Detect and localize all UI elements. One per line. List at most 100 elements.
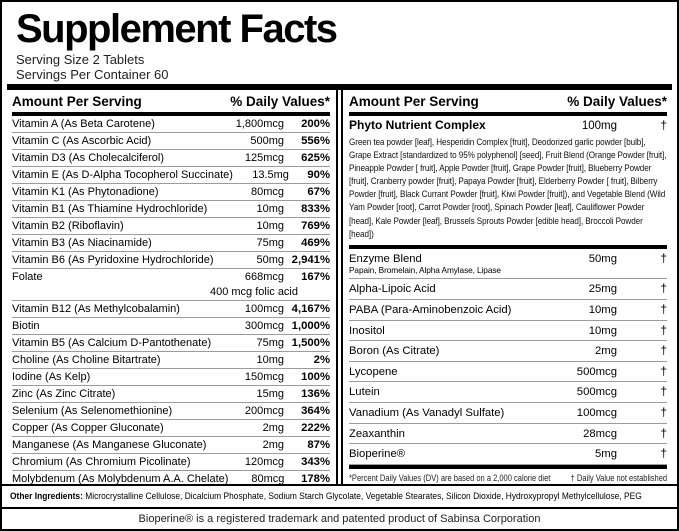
row-label: Vitamin E (As D-Alpha Tocopherol Succina… [12,169,233,181]
table-row-main: Manganese (As Manganese Gluconate) 2mg 87% [12,437,330,453]
row-amount: 200mcg [244,405,284,417]
row-amount: 1,800mcg [235,118,284,130]
left-column-header: Amount Per Serving % Daily Values* [12,93,330,116]
row-label: PABA (Para-Aminobenzoic Acid) [349,303,512,316]
row-daily-value: † [660,343,667,358]
row-label: Vitamin C (As Ascorbic Acid) [12,135,152,147]
table-row-main: Vitamin A (As Beta Carotene) 1,800mcg 200% [12,116,330,132]
row-amount: 15mg [256,388,284,400]
row-ingredients-note: Papain, Bromelain, Alpha Amylase, Lipase [349,265,501,276]
row-label: Vitamin A (As Beta Carotene) [12,118,155,130]
column-divider [336,90,343,484]
row-label: Vitamin B5 (As Calcium D-Pantothenate) [12,337,212,349]
table-row-main: Enzyme Blend Papain, Bromelain, Alpha Amy… [349,249,667,279]
row-amount: 75mg [256,337,284,349]
row-amount: 125mcg [244,152,284,164]
row-label: Folate [12,271,43,283]
table-row-main: Vitamin D3 (As Cholecalciferol) 125mcg 625… [12,150,330,166]
phyto-nutrient-complex-section: Phyto Nutrient Complex 100mg † Green tea… [349,116,667,249]
row-label: Zinc (As Zinc Citrate) [12,388,116,400]
table-row-main: Zeaxanthin 28mcg † [349,424,667,444]
row-daily-value: 1,500% [291,337,330,349]
table-row-main: Vitamin B6 (As Pyridoxine Hydrochloride)… [12,252,330,268]
row-daily-value: 343% [301,456,330,468]
row-amount: 100mcg [244,303,284,315]
row-amount: 10mg [256,354,284,366]
row-label: Zeaxanthin [349,427,405,440]
table-row-main: Molybdenum (As Molybdenum A.A. Chelate) 8… [12,471,330,484]
row-label: Lutein [349,386,380,399]
table-row: Inositol 10mg † [349,321,667,342]
label-header: Supplement Facts Serving Size 2 Tablets … [2,2,677,82]
table-row-main: Choline (As Choline Bitartrate) 10mg 2% [12,352,330,368]
row-daily-value: 2,941% [291,254,330,266]
table-row-main: Vitamin C (As Ascorbic Acid) 500mg 556% [12,133,330,149]
table-row: Vitamin B1 (As Thiamine Hydrochloride) 10… [12,201,330,218]
table-row-main: Copper (As Copper Gluconate) 2mg 222% [12,420,330,436]
row-amount: 300mcg [244,320,284,332]
table-row-main: Vitamin B2 (Riboflavin) 10mg 769% [12,218,330,234]
phyto-complex-ingredients-text: Green tea powder [leaf], Hesperidin Comp… [349,137,667,240]
row-daily-value: 2% [313,354,330,366]
amount-per-serving-heading: Amount Per Serving [349,94,479,109]
row-label: Selenium (As Selenomethionine) [12,405,173,417]
row-daily-value: 625% [301,152,330,164]
row-label: Vitamin B6 (As Pyridoxine Hydrochloride) [12,254,214,266]
row-daily-value: 167% [301,271,330,283]
table-row: Manganese (As Manganese Gluconate) 2mg 87% [12,437,330,454]
row-label: Choline (As Choline Bitartrate) [12,354,161,366]
amount-per-serving-heading: Amount Per Serving [12,94,142,109]
row-amount: 2mg [595,345,617,358]
row-label: Vitamin B3 (As Niacinamide) [12,237,152,249]
row-daily-value: † [660,384,667,399]
serving-size-text: Serving Size 2 Tablets [16,52,145,67]
row-daily-value: 222% [301,422,330,434]
table-row: Phyto Nutrient Complex 100mg † [349,116,667,136]
row-amount: 500mg [250,135,284,147]
table-row: Vitamin K1 (As Phytonadione) 80mcg 67% [12,184,330,201]
row-daily-value: 1,000% [291,320,330,332]
table-row: Bioperine® 5mg † [349,444,667,465]
table-row-main: Vitamin B12 (As Methylcobalamin) 100mcg 4,… [12,301,330,317]
row-amount: 80mcg [250,186,284,198]
right-column-header: Amount Per Serving % Daily Values* [349,93,667,116]
row-label: Chromium (As Chromium Picolinate) [12,456,191,468]
row-label: Vitamin D3 (As Cholecalciferol) [12,152,165,164]
table-row-main: Vitamin K1 (As Phytonadione) 80mcg 67% [12,184,330,200]
row-label: Vitamin K1 (As Phytonadione) [12,186,159,198]
row-daily-value: † [660,301,667,316]
row-daily-value: 469% [301,237,330,249]
row-amount: 10mg [588,324,617,337]
row-label: Phyto Nutrient Complex [349,118,486,132]
vitamins-minerals-table: Vitamin A (As Beta Carotene) 1,800mcg 200%… [12,116,330,484]
table-row-main: Bioperine® 5mg † [349,444,667,464]
daily-values-heading: % Daily Values* [567,94,667,109]
table-row-main: PABA (Para-Aminobenzoic Acid) 10mg † [349,300,667,320]
row-amount: 50mg [256,254,284,266]
table-row-main: Alpha-Lipoic Acid 25mg † [349,279,667,299]
left-column: Amount Per Serving % Daily Values* Vitam… [6,90,336,484]
right-column: Amount Per Serving % Daily Values* Phyto… [343,90,673,484]
row-daily-value: † [660,118,667,132]
table-row-main: Chromium (As Chromium Picolinate) 120mcg 3… [12,454,330,470]
row-amount: 668mcg [244,271,284,283]
table-row-main: Biotin 300mcg 1,000% [12,318,330,334]
table-row: Iodine (As Kelp) 150mcg 100% [12,369,330,386]
row-amount: 50mg [588,252,617,265]
row-daily-value: † [660,425,667,440]
row-label: Iodine (As Kelp) [12,371,91,383]
row-daily-value: 100% [301,371,330,383]
other-nutrients-table: Enzyme Blend Papain, Bromelain, Alpha Amy… [349,249,667,465]
trademark-note: Bioperine® is a registered trademark and… [2,507,677,529]
row-amount: 10mg [256,220,284,232]
row-label: Alpha-Lipoic Acid [349,283,436,296]
table-row-main: Folate 668mcg 167% [12,269,330,285]
table-row: Boron (As Citrate) 2mg † [349,341,667,362]
row-label: Manganese (As Manganese Gluconate) [12,439,207,451]
row-label: Bioperine® [349,448,406,461]
row-amount: 13.5mg [252,169,289,181]
row-label: Vanadium (As Vanadyl Sulfate) [349,406,505,419]
table-row: Copper (As Copper Gluconate) 2mg 222% [12,420,330,437]
row-daily-value: † [660,446,667,461]
